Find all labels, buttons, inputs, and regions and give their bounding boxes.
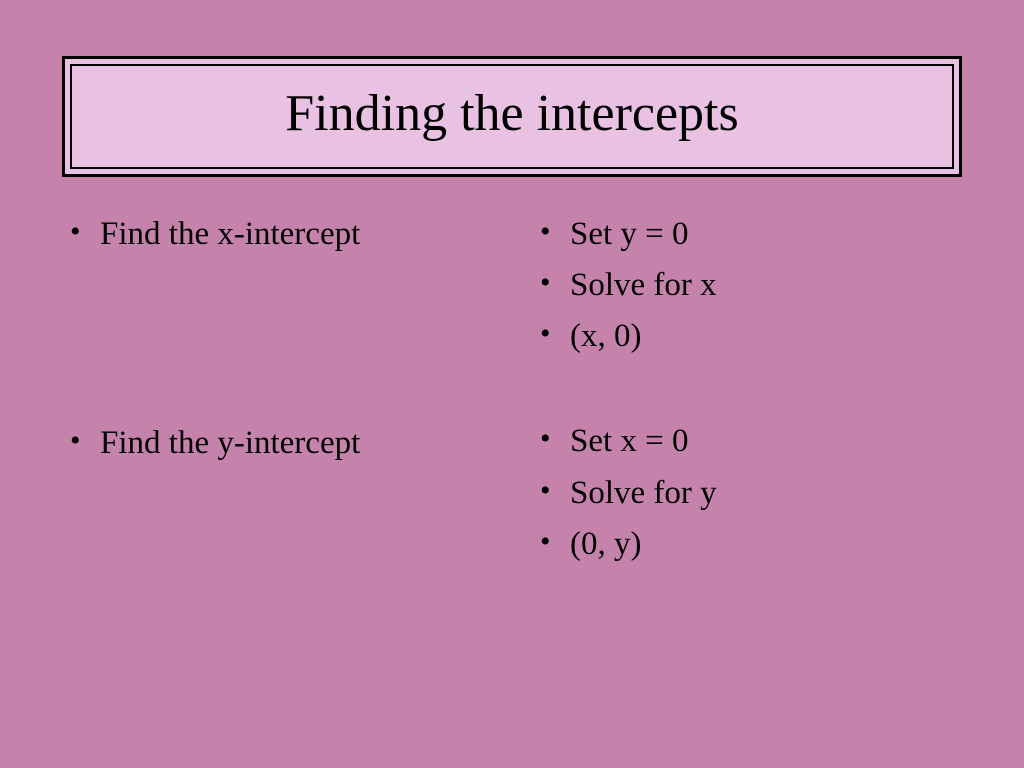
- bullet-list: Set y = 0 Solve for x (x, 0): [532, 209, 962, 362]
- list-item: Set x = 0: [532, 416, 962, 467]
- bullet-list: Find the y-intercept: [62, 418, 492, 469]
- spacer: [532, 362, 962, 416]
- spacer: [62, 260, 492, 418]
- list-item: Find the x-intercept: [62, 209, 492, 260]
- title-frame-inner: Finding the intercepts: [70, 64, 954, 169]
- list-item: Solve for y: [532, 468, 962, 519]
- bullet-list: Set x = 0 Solve for y (0, y): [532, 416, 962, 569]
- list-item: Solve for x: [532, 260, 962, 311]
- list-item: (0, y): [532, 519, 962, 570]
- slide-title: Finding the intercepts: [82, 84, 942, 143]
- list-item: Set y = 0: [532, 209, 962, 260]
- content-area: Find the x-intercept Find the y-intercep…: [62, 209, 962, 570]
- list-item: Find the y-intercept: [62, 418, 492, 469]
- slide: Finding the intercepts Find the x-interc…: [0, 0, 1024, 768]
- list-item: (x, 0): [532, 311, 962, 362]
- bullet-list: Find the x-intercept: [62, 209, 492, 260]
- title-frame-outer: Finding the intercepts: [62, 56, 962, 177]
- right-column: Set y = 0 Solve for x (x, 0) Set x = 0 S…: [532, 209, 962, 570]
- left-column: Find the x-intercept Find the y-intercep…: [62, 209, 492, 570]
